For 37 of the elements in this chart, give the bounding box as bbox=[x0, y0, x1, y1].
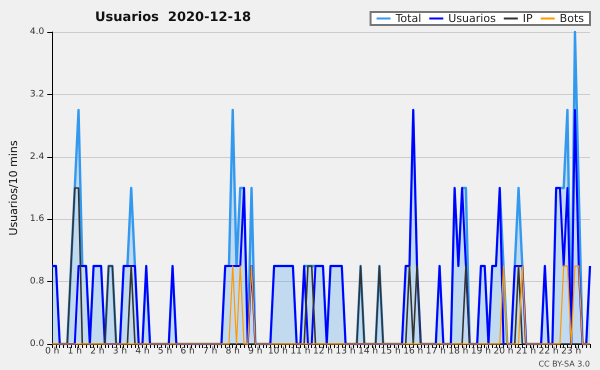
x-tick-label: 2 h bbox=[90, 346, 104, 356]
y-tick-label: 0.8 bbox=[30, 276, 44, 287]
x-tick-label: 0 h bbox=[45, 346, 60, 356]
x-tick-label: 7 h bbox=[203, 346, 218, 356]
x-tick-label: 23 h bbox=[561, 346, 582, 356]
legend-label: IP bbox=[522, 12, 534, 25]
x-tick-label: 4 h bbox=[135, 346, 150, 356]
x-tick-label: 22 h bbox=[538, 346, 559, 356]
x-tick-label: 19 h bbox=[470, 346, 491, 356]
y-tick-label: 1.6 bbox=[30, 214, 44, 224]
y-tick-label: 0.0 bbox=[30, 339, 44, 349]
y-axis-title: Usuarios/10 mins bbox=[7, 140, 20, 236]
x-tick-label: 11 h bbox=[290, 346, 310, 356]
legend-label: Bots bbox=[560, 12, 584, 25]
x-tick-label: 5 h bbox=[158, 346, 172, 356]
x-tick-label: 10 h bbox=[268, 346, 288, 356]
x-tick-label: 3 h bbox=[112, 346, 128, 356]
x-tick-label: 17 h bbox=[426, 346, 446, 356]
x-tick-label: 14 h bbox=[358, 346, 378, 356]
x-tick-label: 18 h bbox=[448, 346, 468, 356]
text: CC BY-SA 3.0 bbox=[538, 360, 590, 368]
x-tick-label: 13 h bbox=[336, 346, 356, 356]
x-tick-label: 1 h bbox=[68, 346, 82, 356]
legend-label: Total bbox=[394, 12, 422, 25]
legend-label: Usuarios bbox=[448, 12, 496, 25]
x-tick-label: 21 h bbox=[516, 346, 536, 356]
x-tick-label: 15 h bbox=[380, 346, 401, 356]
y-tick-label: 4.0 bbox=[30, 27, 44, 37]
y-tick-label: 3.2 bbox=[30, 89, 44, 100]
y-tick-label: 2.4 bbox=[30, 152, 44, 162]
x-tick-label: 8 h bbox=[226, 346, 240, 356]
x-tick-label: 9 h bbox=[248, 346, 262, 356]
x-tick-label: 20 h bbox=[493, 346, 514, 356]
x-tick-label: 16 h bbox=[403, 346, 424, 356]
x-tick-label: 6 h bbox=[180, 346, 195, 356]
chart-title: Usuarios 2020-12-18 bbox=[95, 10, 252, 25]
x-tick-label: 12 h bbox=[312, 346, 334, 356]
